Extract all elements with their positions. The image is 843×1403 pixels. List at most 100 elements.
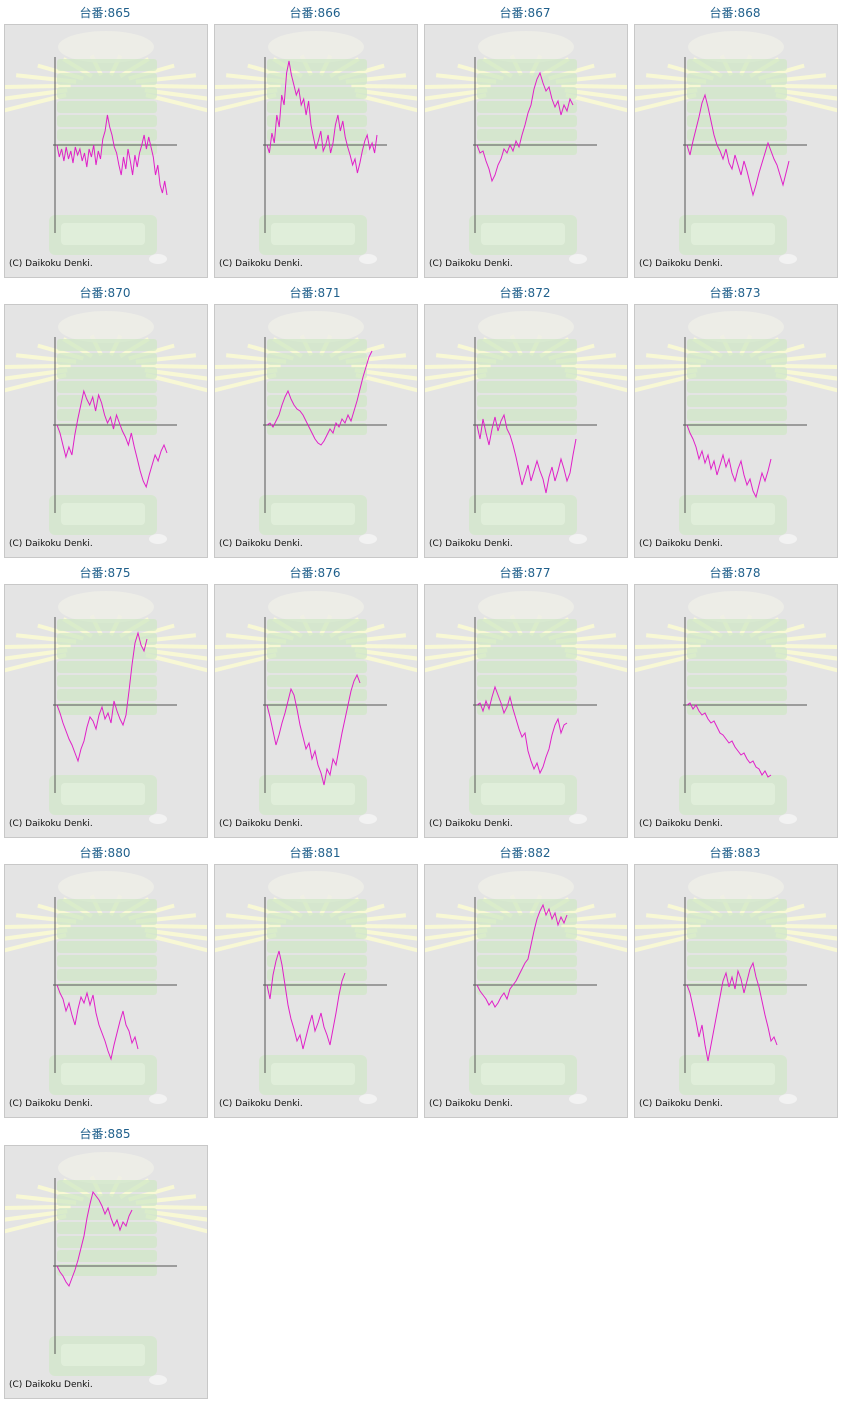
art-tray: [57, 1264, 157, 1276]
chart-svg: [425, 311, 627, 544]
chart-frame: (C) Daikoku Denki.: [424, 304, 628, 558]
art-tray: [687, 339, 787, 351]
ray: [355, 373, 417, 393]
chart-title[interactable]: 台番:885: [79, 1127, 131, 1141]
art-base-inner: [271, 503, 355, 525]
chart-panel: 台番:873 (C) Daikoku Denki.: [630, 280, 840, 560]
ray: [561, 363, 627, 370]
art-base-inner: [481, 783, 565, 805]
ray: [771, 83, 837, 90]
art-tray: [687, 129, 787, 141]
chart-svg: [635, 31, 837, 264]
chart-frame: (C) Daikoku Denki.: [424, 584, 628, 838]
ray: [635, 83, 701, 90]
chart-title[interactable]: 台番:873: [709, 286, 761, 300]
ray: [144, 928, 207, 941]
chart-frame: (C) Daikoku Denki.: [214, 584, 418, 838]
art-base-inner: [691, 503, 775, 525]
chart-title[interactable]: 台番:872: [499, 286, 551, 300]
ray: [215, 653, 277, 673]
ray: [635, 88, 698, 101]
ray: [635, 928, 698, 941]
ray: [5, 88, 68, 101]
chart-frame: (C) Daikoku Denki.: [214, 304, 418, 558]
credit-text: (C) Daikoku Denki.: [219, 539, 303, 549]
art-base-inner: [271, 1063, 355, 1085]
chart-svg: [5, 1152, 207, 1385]
ray: [635, 653, 697, 673]
chart-frame: (C) Daikoku Denki.: [634, 304, 838, 558]
art-tray: [267, 59, 367, 71]
series-line: [56, 389, 168, 489]
art-tray: [57, 619, 157, 631]
art-tray: [267, 969, 367, 981]
art-tray: [57, 367, 157, 379]
art-base-inner: [61, 1344, 145, 1366]
chart-panel: 台番:872 (C) Daikoku Denki.: [420, 280, 630, 560]
ray: [774, 88, 837, 101]
art-coin: [149, 254, 167, 264]
ray: [141, 923, 207, 930]
background-art: [425, 31, 627, 264]
chart-title[interactable]: 台番:878: [709, 566, 761, 580]
art-tray: [477, 409, 577, 421]
art-tray: [477, 101, 577, 113]
art-tray: [57, 633, 157, 645]
ray: [5, 83, 71, 90]
chart-frame: (C) Daikoku Denki.: [4, 584, 208, 838]
chart-title[interactable]: 台番:867: [499, 6, 551, 20]
series-line: [686, 424, 772, 499]
chart-title[interactable]: 台番:868: [709, 6, 761, 20]
chart-title[interactable]: 台番:866: [289, 6, 341, 20]
chart-title[interactable]: 台番:880: [79, 846, 131, 860]
art-tray: [267, 703, 367, 715]
chart-title[interactable]: 台番:870: [79, 286, 131, 300]
ray: [425, 93, 487, 113]
art-tray: [267, 339, 367, 351]
chart-svg: [635, 311, 837, 544]
ray: [145, 653, 207, 673]
ray: [215, 648, 278, 661]
art-tray: [267, 73, 367, 85]
chart-title[interactable]: 台番:876: [289, 566, 341, 580]
ray: [565, 933, 627, 953]
art-tray: [57, 409, 157, 421]
art-top: [688, 591, 784, 623]
art-top: [478, 871, 574, 903]
art-tray: [57, 1236, 157, 1248]
art-coin: [569, 814, 587, 824]
art-tray: [267, 941, 367, 953]
chart-title[interactable]: 台番:871: [289, 286, 341, 300]
art-tray: [687, 983, 787, 995]
ray: [775, 933, 837, 953]
series-line: [56, 114, 168, 196]
art-tray: [267, 619, 367, 631]
chart-frame: (C) Daikoku Denki.: [634, 864, 838, 1118]
chart-svg: [215, 31, 417, 264]
art-top: [688, 871, 784, 903]
chart-frame: (C) Daikoku Denki.: [4, 1145, 208, 1399]
ray: [774, 368, 837, 381]
chart-svg: [425, 871, 627, 1104]
ray: [635, 933, 697, 953]
art-tray: [477, 619, 577, 631]
chart-svg: [5, 871, 207, 1104]
art-base-inner: [691, 223, 775, 245]
art-tray: [267, 661, 367, 673]
art-top: [268, 31, 364, 63]
chart-title[interactable]: 台番:881: [289, 846, 341, 860]
art-tray: [687, 661, 787, 673]
chart-title[interactable]: 台番:877: [499, 566, 551, 580]
art-tray: [687, 927, 787, 939]
art-tray: [477, 913, 577, 925]
ray: [215, 368, 278, 381]
series-line: [56, 1190, 133, 1288]
chart-title[interactable]: 台番:882: [499, 846, 551, 860]
art-tray: [57, 129, 157, 141]
chart-title[interactable]: 台番:875: [79, 566, 131, 580]
ray: [425, 653, 487, 673]
ray: [5, 923, 71, 930]
ray: [215, 373, 277, 393]
chart-title[interactable]: 台番:883: [709, 846, 761, 860]
chart-title[interactable]: 台番:865: [79, 6, 131, 20]
